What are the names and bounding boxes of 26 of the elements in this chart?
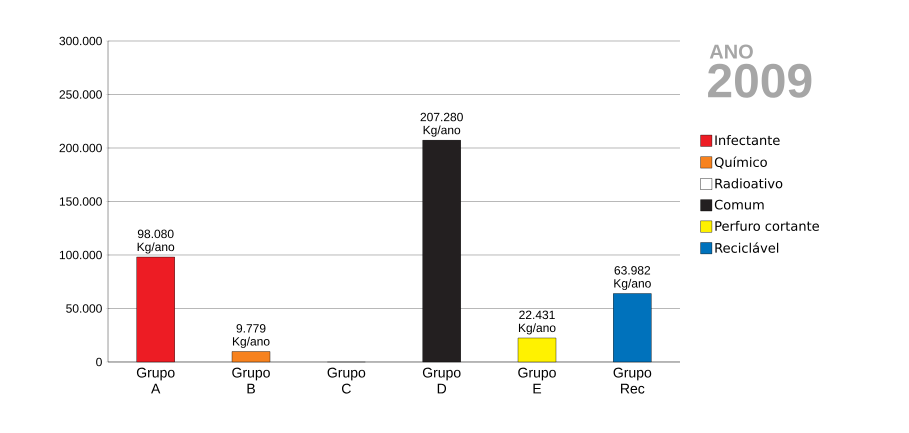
y-tick-label: 200.000 <box>60 144 102 152</box>
legend-label: Reciclável <box>715 242 778 253</box>
y-tick-label: 250.000 <box>60 90 102 99</box>
legend-label: Infectante <box>715 135 780 146</box>
x-tick-label: Grupo A <box>136 368 175 394</box>
x-tick-label: Grupo E <box>518 368 556 394</box>
legend-label: Perfuro cortante <box>715 220 819 231</box>
legend-label: Comum <box>714 200 764 210</box>
x-tick-label: Grupo C <box>328 368 366 394</box>
data-label: 63.982 Kg/ano <box>614 266 651 290</box>
legend-label: Químico <box>714 156 767 169</box>
x-tick-label: Grupo Rec <box>614 368 652 394</box>
text: ANO <box>710 44 753 59</box>
legend-label: Radioativo <box>715 178 782 188</box>
x-tick-label: Grupo B <box>232 368 270 394</box>
y-tick-label: 0 <box>96 358 102 366</box>
y-tick-label: 100.000 <box>60 250 102 260</box>
data-label: 98.080 Kg/ano <box>138 230 174 254</box>
data-label: 22.431 Kg/ano <box>518 310 556 334</box>
data-label: 9.779 Kg/ano <box>232 324 270 348</box>
x-tick-label: Grupo D <box>422 368 461 394</box>
y-tick-label: 300.000 <box>59 36 102 46</box>
y-tick-label: 50.000 <box>66 304 102 313</box>
chart-subtitle: 2009 <box>708 64 812 98</box>
data-label: 207.280 Kg/ano <box>420 112 463 137</box>
y-tick-label: 150.000 <box>60 197 102 206</box>
